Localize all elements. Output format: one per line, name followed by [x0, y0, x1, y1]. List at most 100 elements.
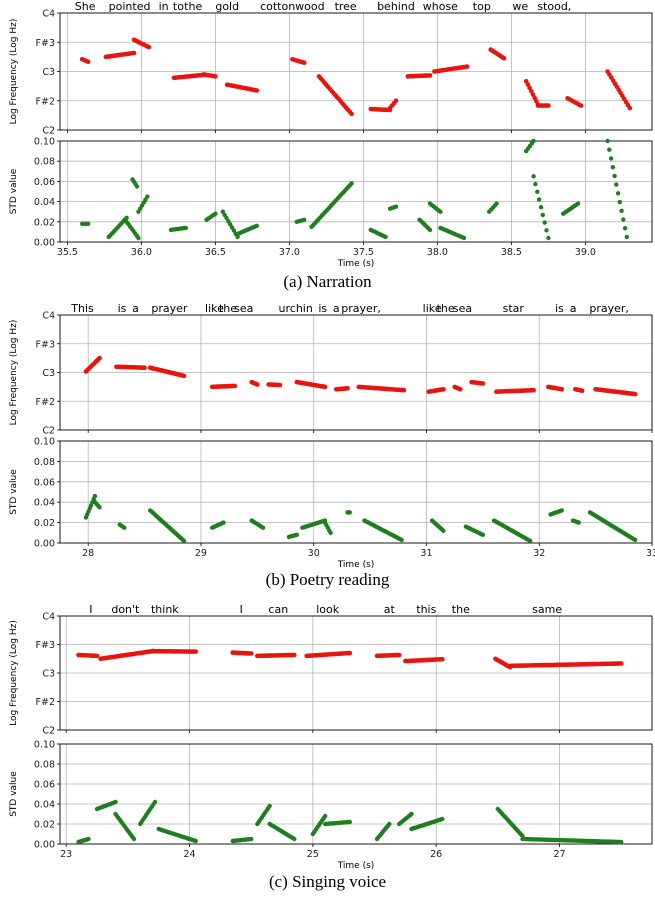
pitch-point: [213, 74, 218, 79]
std-series: [80, 138, 629, 241]
pitch-ylabel: Log Frequency (Log Hz): [9, 620, 19, 726]
word-label: I: [89, 603, 92, 616]
std-xtick-label: 25: [307, 849, 319, 860]
word-label: the: [219, 302, 237, 315]
pitch-point: [193, 649, 198, 654]
std-point: [612, 173, 617, 179]
std-ytick-label: 0.00: [34, 840, 55, 851]
pitch-point: [146, 44, 152, 50]
pitch-point: [618, 661, 624, 666]
std-point: [480, 532, 486, 537]
pitch-point: [401, 387, 407, 393]
pitch-point: [322, 384, 328, 390]
std-point: [409, 811, 414, 817]
pitch-point: [347, 650, 353, 656]
panel-caption: (c) Singing voice: [269, 872, 386, 891]
std-point: [347, 819, 352, 825]
std-point: [122, 525, 127, 530]
word-label: is: [318, 302, 327, 315]
std-point: [531, 138, 536, 144]
pitch-ytick-label: C4: [42, 9, 55, 20]
std-ytick-label: 0.02: [34, 820, 55, 831]
std-point: [605, 138, 610, 144]
word-label: She: [75, 0, 96, 13]
std-axes: 35.5 36.0 36.5 37.0 37.5 38.0 38.5 39.0 0.00 0.02…: [9, 137, 653, 269]
std-point: [441, 528, 446, 533]
std-xtick-label: 29: [195, 548, 207, 559]
pitch-point: [345, 386, 350, 391]
std-point: [193, 838, 198, 844]
pitch-axes-frame: [59, 615, 653, 731]
pitch-point: [627, 105, 633, 111]
std-point: [393, 204, 399, 209]
pitch-point: [480, 381, 486, 386]
pitch-point: [254, 382, 260, 387]
word-label: a: [570, 302, 577, 315]
pitch-point: [531, 387, 536, 393]
std-xtick-label: 24: [183, 849, 195, 860]
std-point: [294, 532, 299, 537]
word-label: is: [555, 302, 564, 315]
std-ytick-label: 0.08: [34, 457, 55, 468]
std-ytick-label: 0.04: [34, 498, 55, 509]
std-point: [615, 191, 621, 196]
std-point: [440, 816, 445, 822]
std-point: [619, 839, 624, 845]
pitch-ytick-label: C3: [42, 368, 55, 379]
std-point: [531, 174, 536, 179]
std-point: [576, 520, 581, 525]
std-series: [76, 799, 624, 845]
pitch-point: [181, 373, 187, 379]
std-ytick-label: 0.06: [34, 177, 55, 188]
pitch-point: [579, 388, 585, 394]
std-xtick-label: 37.0: [279, 247, 300, 258]
word-label: the: [452, 603, 470, 616]
pitch-point: [534, 99, 539, 104]
pitch-point: [578, 103, 584, 108]
std-ytick-label: 0.08: [34, 157, 55, 168]
std-point: [323, 813, 328, 819]
pitch-point: [292, 652, 297, 658]
std-ytick-label: 0.02: [34, 518, 55, 529]
pitch-point: [277, 382, 283, 388]
std-point: [136, 235, 141, 241]
std-ytick-label: 0.02: [34, 217, 55, 228]
std-point: [461, 235, 467, 241]
std-point: [328, 530, 333, 535]
word-label: whose: [423, 0, 458, 13]
std-axes: 23 24 25 26 27 0.00 0.02 0.04 0.06 0.08 0.10 STD va…: [9, 740, 653, 871]
pitch-point: [441, 387, 446, 392]
std-xtick-label: 28: [82, 548, 94, 559]
std-point: [228, 222, 233, 227]
std-point: [260, 525, 266, 530]
word-label: pointed: [109, 0, 151, 13]
pitch-point: [393, 98, 399, 104]
std-point: [383, 234, 388, 240]
std-point: [610, 165, 615, 170]
pitch-ytick-label: C2: [42, 126, 55, 137]
std-xlabel: Time (s): [337, 560, 375, 570]
word-label: look: [316, 603, 340, 616]
panel-caption: (a) Narration: [283, 272, 372, 291]
std-ytick-label: 0.04: [34, 197, 55, 208]
std-point: [145, 194, 150, 199]
std-point: [124, 215, 129, 220]
pitch-point: [85, 59, 91, 65]
word-label: like: [423, 302, 442, 315]
word-label: in: [159, 0, 169, 13]
std-xtick-label: 33: [646, 548, 655, 559]
std-xtick-label: 31: [420, 548, 432, 559]
pitch-ytick-label: C4: [42, 612, 55, 623]
std-point: [113, 799, 118, 805]
pitch-point: [232, 383, 238, 389]
std-point: [152, 799, 158, 805]
word-label: don't: [111, 603, 140, 616]
std-point: [632, 537, 638, 543]
pitch-point: [501, 56, 507, 61]
pitch-point: [440, 656, 445, 662]
word-label: prayer,: [589, 302, 629, 315]
panel-caption: (b) Poetry reading: [266, 570, 390, 589]
std-xtick-label: 37.5: [353, 247, 374, 258]
